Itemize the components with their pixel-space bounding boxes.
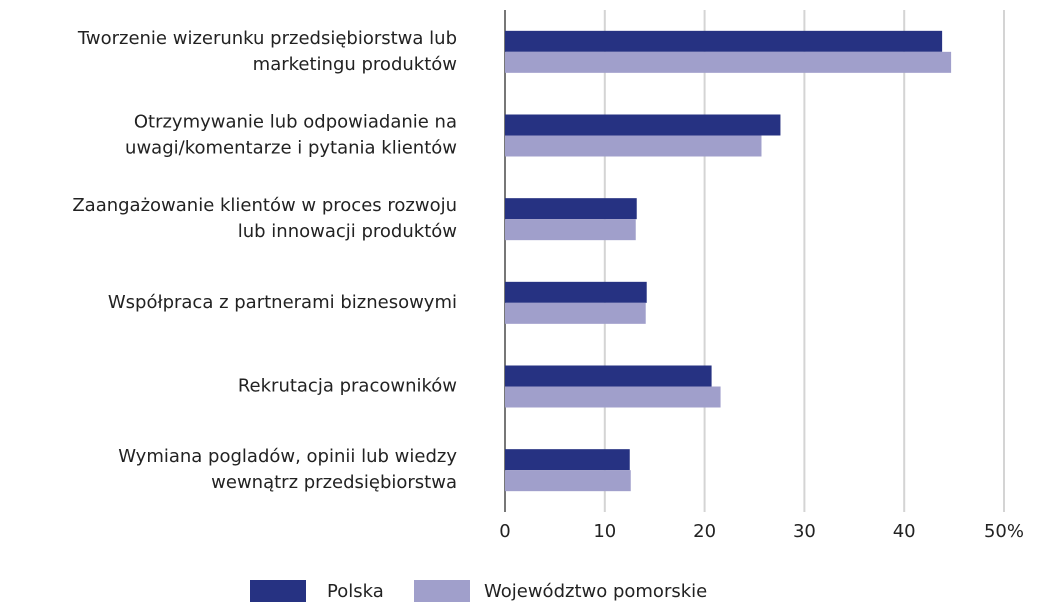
category-label-line: wewnątrz przedsiębiorstwa [211,472,457,493]
category-label-line: uwagi/komentarze i pytania klientów [125,138,457,159]
x-tick-label: 0 [499,521,510,542]
x-tick-label: 10 [593,521,616,542]
category-label-line: Współpraca z partnerami biznesowymi [108,292,457,313]
bar [505,449,630,471]
category-label-line: lub innowacji produktów [238,221,457,242]
bar [505,30,943,52]
x-tick-label: 20 [693,521,716,542]
bar [505,302,646,324]
category-label: Tworzenie wizerunku przedsiębiorstwa lub… [77,28,457,75]
bar [505,51,952,73]
category-label: Rekrutacja pracowników [238,376,457,397]
x-tick-label: 50% [984,521,1024,542]
category-label-line: Tworzenie wizerunku przedsiębiorstwa lub [77,28,457,49]
category-label-line: Wymiana pogladów, opinii lub wiedzy [118,446,457,467]
category-label-line: Zaangażowanie klientów w proces rozwoju [72,195,457,216]
bar [505,198,637,220]
category-label-line: marketingu produktów [253,54,457,75]
legend-label: Województwo pomorskie [484,581,707,602]
category-label: Współpraca z partnerami biznesowymi [108,292,457,313]
category-label: Wymiana pogladów, opinii lub wiedzy wewną… [118,446,457,493]
bar [505,281,647,303]
bar [505,470,631,492]
bar [505,386,721,408]
bar [505,365,712,387]
x-tick-label: 30 [793,521,816,542]
category-label-line: Otrzymywanie lub odpowiadanie na [134,112,457,133]
category-label-line: Rekrutacja pracowników [238,376,457,397]
category-label: Otrzymywanie lub odpowiadanie na uwagi/ko… [125,112,457,159]
bar [505,114,781,136]
legend-label: Polska [327,581,384,602]
legend-swatch [250,580,306,602]
x-tick-label: 40 [893,521,916,542]
bar [505,219,636,241]
legend-swatch [414,580,470,602]
bar [505,135,762,157]
category-label: Zaangażowanie klientów w proces rozwoju l… [72,195,457,242]
